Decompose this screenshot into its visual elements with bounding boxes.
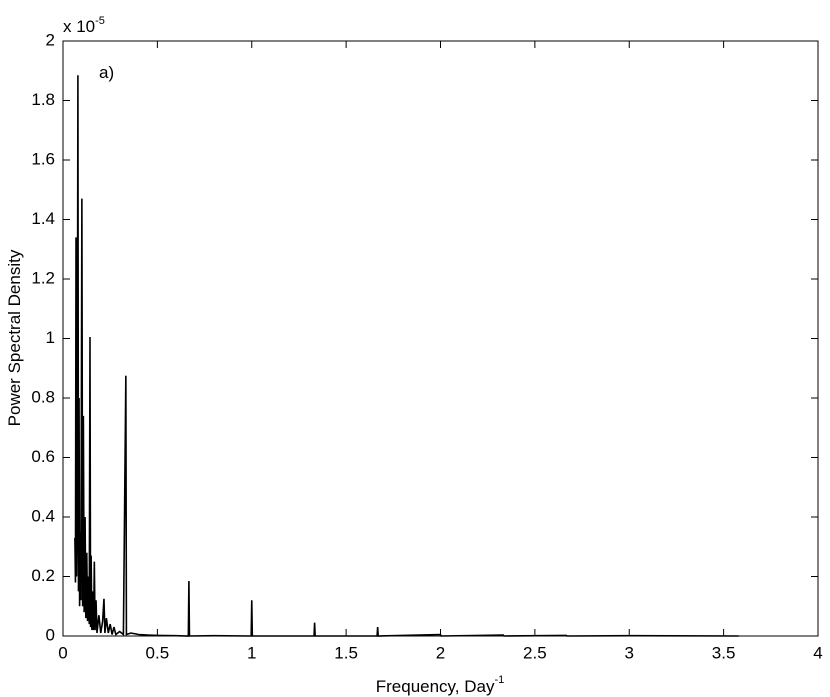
x-tick-label: 2 xyxy=(436,643,445,662)
x-axis-label: Frequency, Day-1 xyxy=(376,674,505,696)
x-tick-label: 3 xyxy=(625,643,634,662)
x-tick-label: 3.5 xyxy=(712,643,736,662)
annotation: a) xyxy=(99,63,114,82)
y-axis-label: Power Spectral Density xyxy=(5,249,24,426)
plot-frame xyxy=(62,40,819,637)
y-tick-label: 0.4 xyxy=(31,506,55,525)
y-tick-label: 0.6 xyxy=(31,447,55,466)
x-label-superscript: -1 xyxy=(494,674,504,686)
x-tick-label: 4 xyxy=(813,643,822,662)
x-tick-label: 1 xyxy=(247,643,256,662)
y-multiplier-exponent: -5 xyxy=(95,15,105,27)
y-tick-label: 1.6 xyxy=(31,149,55,168)
y-tick-label: 1 xyxy=(46,328,55,347)
x-tick-label: 2.5 xyxy=(523,643,547,662)
y-tick-label: 1.2 xyxy=(31,268,55,287)
spectrum-line xyxy=(74,75,739,637)
y-tick-label: 0 xyxy=(46,625,55,644)
y-tick-label: 0.2 xyxy=(31,566,55,585)
y-tick-label: 1.8 xyxy=(31,90,55,109)
x-tick-label: 0.5 xyxy=(146,643,170,662)
y-multiplier-base: x 10 xyxy=(63,17,95,36)
x-tick-label: 0 xyxy=(58,643,67,662)
y-tick-label: 0.8 xyxy=(31,387,55,406)
y-tick-label: 2 xyxy=(46,30,55,49)
y-tick-label: 1.4 xyxy=(31,209,55,228)
x-label-text: Frequency, Day xyxy=(376,677,495,696)
y-multiplier: x 10-5 xyxy=(63,15,105,36)
x-tick-label: 1.5 xyxy=(334,643,358,662)
